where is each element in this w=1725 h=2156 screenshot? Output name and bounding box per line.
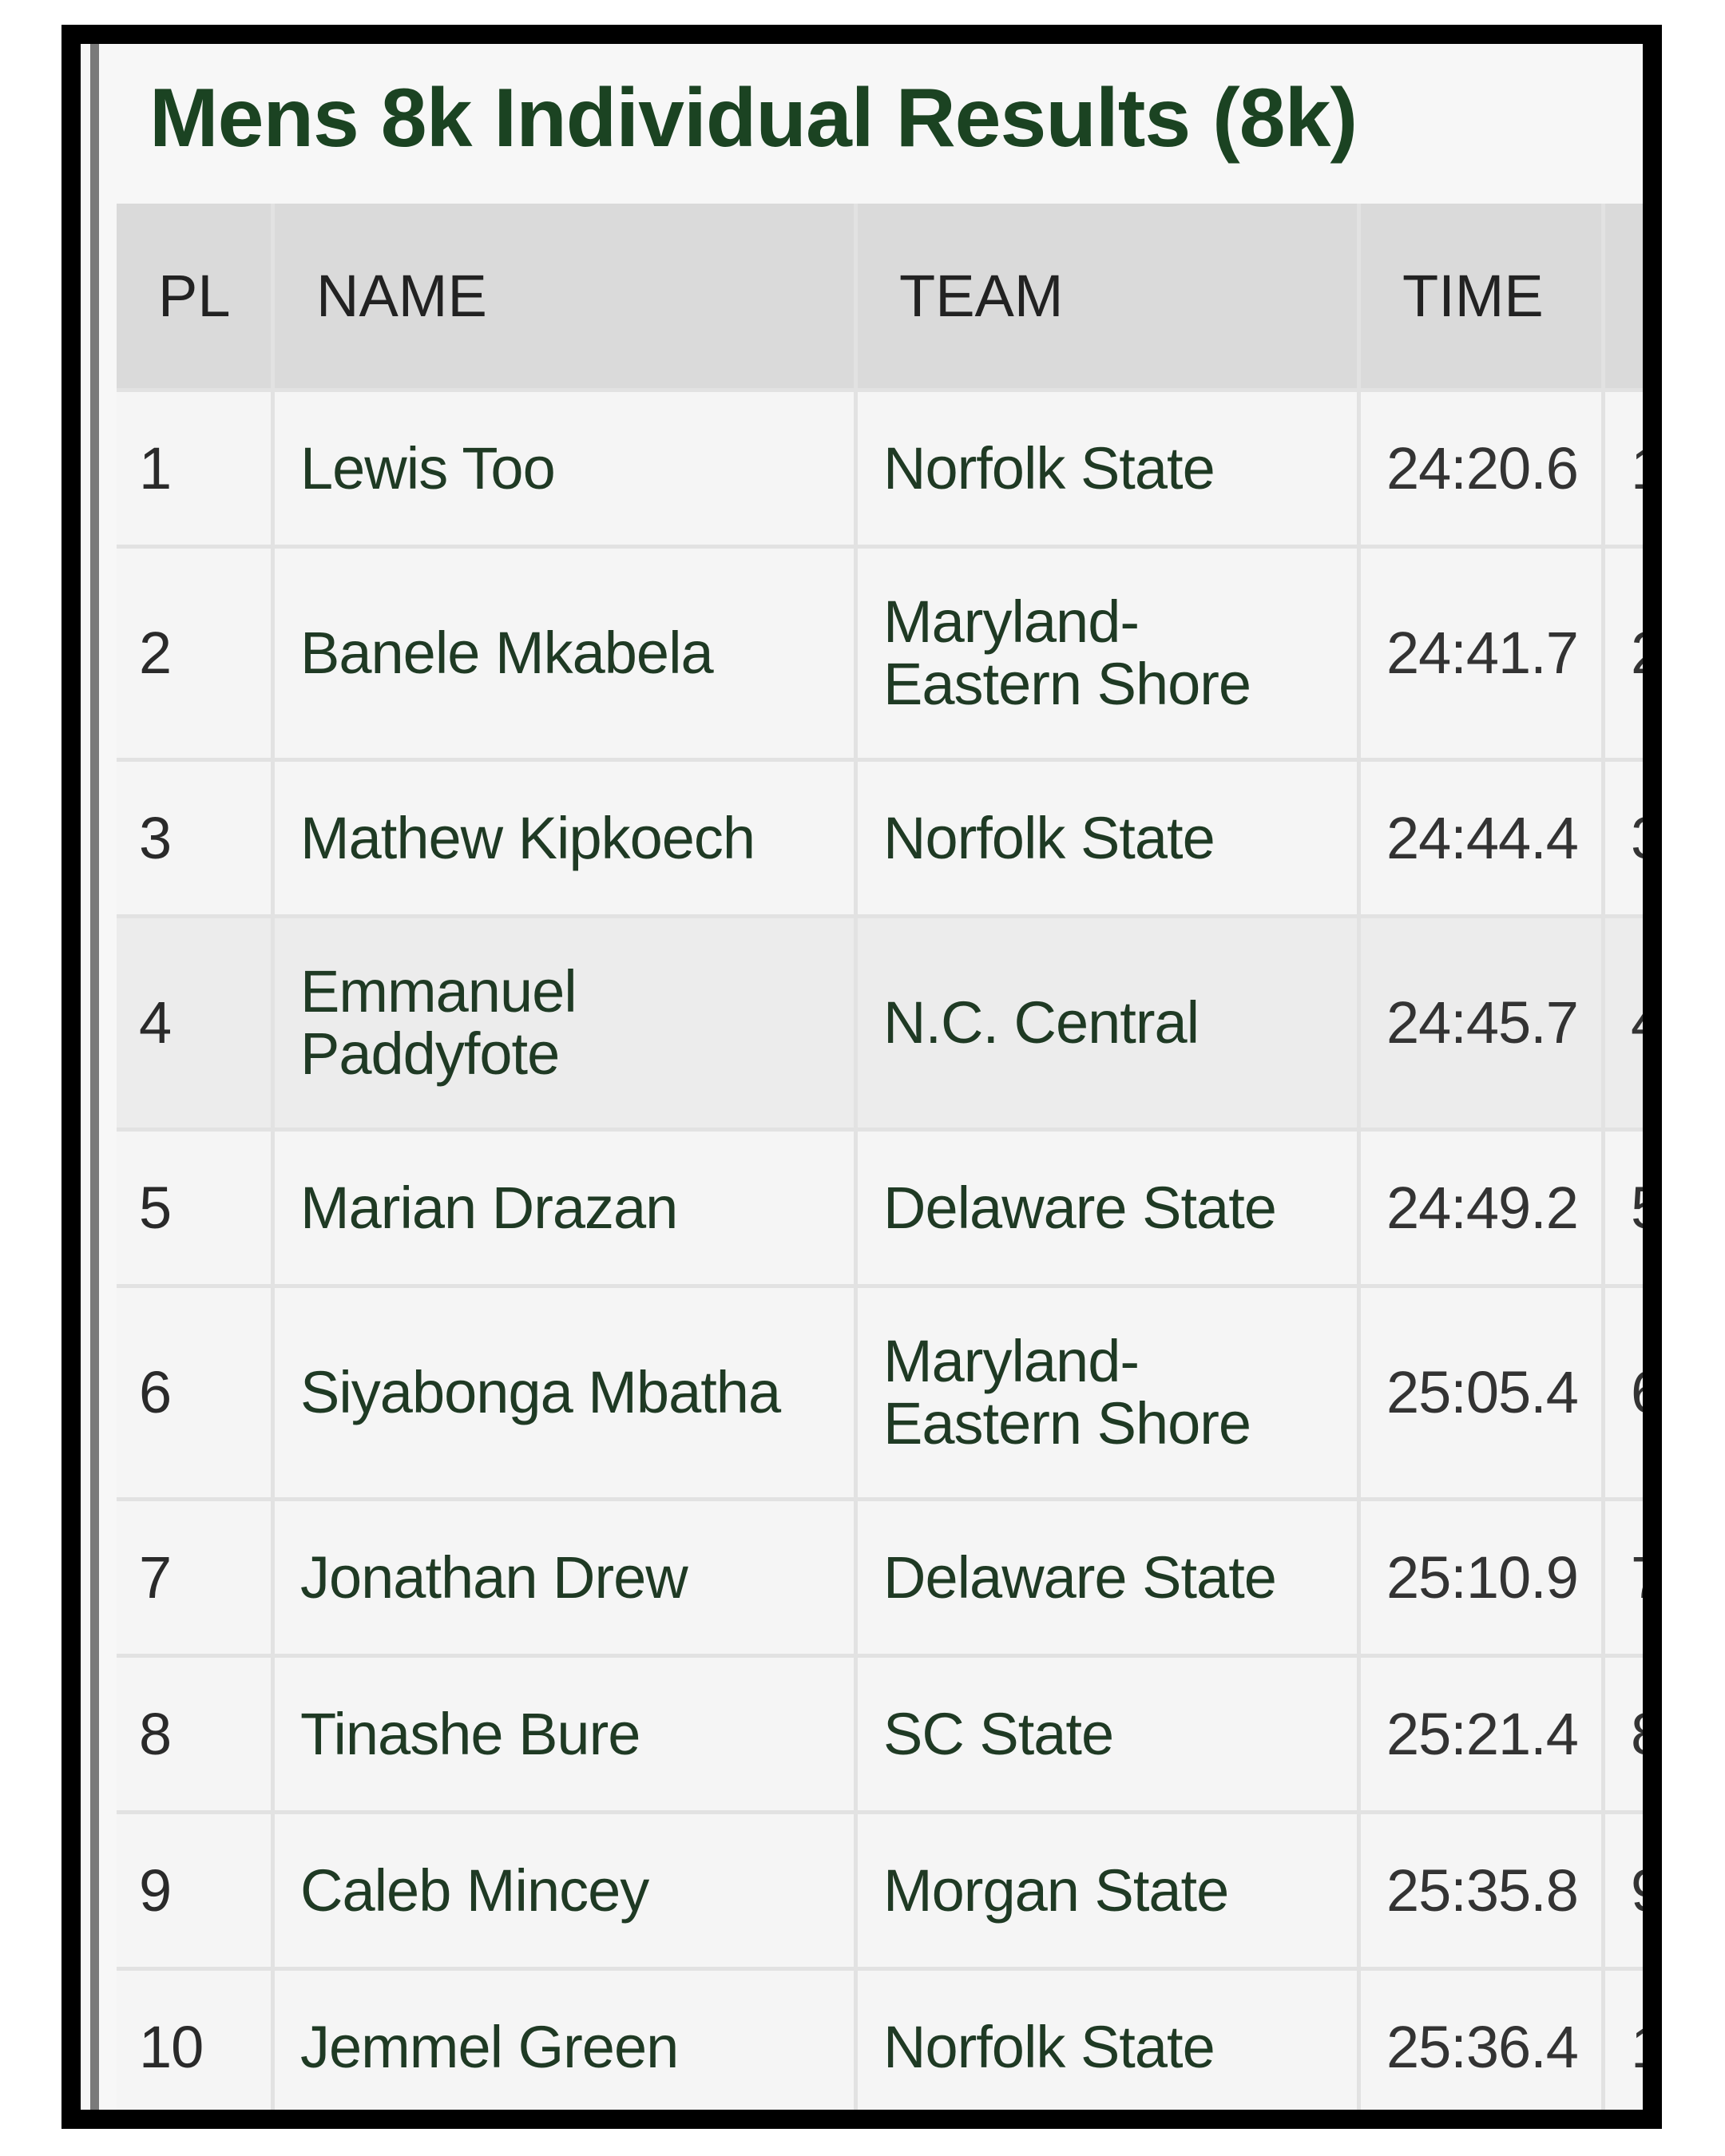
team-cell: Morgan State (858, 1814, 1357, 1967)
results-table-container[interactable]: PL NAME TEAM TIME 1 Lewis Too Norfolk Stat… (117, 204, 1643, 2110)
place-cell: 5 (117, 1132, 271, 1284)
header-extra[interactable] (1605, 204, 1643, 388)
time-cell: 25:05.4 (1361, 1288, 1601, 1497)
extra-cell: 2 (1605, 549, 1643, 758)
team-cell: Norfolk State (858, 1971, 1357, 2110)
time-cell: 24:49.2 (1361, 1132, 1601, 1284)
extra-cell: 4 (1605, 918, 1643, 1128)
place-cell: 1 (117, 392, 271, 545)
name-cell: Jemmel Green (275, 1971, 854, 2110)
team-cell: Norfolk State (858, 762, 1357, 914)
table-row[interactable]: 10 Jemmel Green Norfolk State 25:36.4 1 (117, 1971, 1643, 2110)
place-cell: 9 (117, 1814, 271, 1967)
name-cell: Jonathan Drew (275, 1501, 854, 1654)
name-cell: Marian Drazan (275, 1132, 854, 1284)
team-cell: SC State (858, 1658, 1357, 1810)
time-cell: 24:20.6 (1361, 392, 1601, 545)
table-row[interactable]: 8 Tinashe Bure SC State 25:21.4 8 (117, 1658, 1643, 1810)
time-cell: 24:41.7 (1361, 549, 1601, 758)
team-cell: N.C. Central (858, 918, 1357, 1128)
table-row[interactable]: 4 Emmanuel Paddyfote N.C. Central 24:45.7 4 (117, 918, 1643, 1128)
table-row[interactable]: 5 Marian Drazan Delaware State 24:49.2 5 (117, 1132, 1643, 1284)
place-cell: 8 (117, 1658, 271, 1810)
header-row: PL NAME TEAM TIME (117, 204, 1643, 388)
extra-cell: 8 (1605, 1658, 1643, 1810)
time-cell: 25:21.4 (1361, 1658, 1601, 1810)
place-cell: 4 (117, 918, 271, 1128)
left-edge-bar (90, 44, 99, 2110)
time-cell: 24:44.4 (1361, 762, 1601, 914)
place-cell: 2 (117, 549, 271, 758)
name-cell: Emmanuel Paddyfote (275, 918, 854, 1128)
team-cell: Maryland- Eastern Shore (858, 549, 1357, 758)
name-cell: Caleb Mincey (275, 1814, 854, 1967)
table-row[interactable]: 7 Jonathan Drew Delaware State 25:10.9 7 (117, 1501, 1643, 1654)
team-cell: Norfolk State (858, 392, 1357, 545)
header-name[interactable]: NAME (275, 204, 854, 388)
results-table: PL NAME TEAM TIME 1 Lewis Too Norfolk Stat… (117, 204, 1643, 2110)
name-cell: Tinashe Bure (275, 1658, 854, 1810)
place-cell: 7 (117, 1501, 271, 1654)
name-cell: Banele Mkabela (275, 549, 854, 758)
extra-cell: 1 (1605, 392, 1643, 545)
page-title: Mens 8k Individual Results (8k) (149, 72, 1358, 164)
table-row[interactable]: 1 Lewis Too Norfolk State 24:20.6 1 (117, 392, 1643, 545)
header-pl[interactable]: PL (117, 204, 271, 388)
time-cell: 24:45.7 (1361, 918, 1601, 1128)
name-cell: Siyabonga Mbatha (275, 1288, 854, 1497)
extra-cell: 1 (1605, 1971, 1643, 2110)
table-row[interactable]: 2 Banele Mkabela Maryland- Eastern Shore 24:… (117, 549, 1643, 758)
time-cell: 25:36.4 (1361, 1971, 1601, 2110)
team-cell: Maryland- Eastern Shore (858, 1288, 1357, 1497)
table-row[interactable]: 3 Mathew Kipkoech Norfolk State 24:44.4 3 (117, 762, 1643, 914)
table-row[interactable]: 6 Siyabonga Mbatha Maryland- Eastern Shore 2… (117, 1288, 1643, 1497)
extra-cell: 6 (1605, 1288, 1643, 1497)
place-cell: 3 (117, 762, 271, 914)
header-team[interactable]: TEAM (858, 204, 1357, 388)
time-cell: 25:10.9 (1361, 1501, 1601, 1654)
extra-cell: 7 (1605, 1501, 1643, 1654)
extra-cell: 3 (1605, 762, 1643, 914)
time-cell: 25:35.8 (1361, 1814, 1601, 1967)
team-cell: Delaware State (858, 1501, 1357, 1654)
header-time[interactable]: TIME (1361, 204, 1601, 388)
extra-cell: 9 (1605, 1814, 1643, 1967)
name-cell: Lewis Too (275, 392, 854, 545)
screenshot-frame: Mens 8k Individual Results (8k) PL NAME … (61, 25, 1662, 2129)
extra-cell: 5 (1605, 1132, 1643, 1284)
name-cell: Mathew Kipkoech (275, 762, 854, 914)
place-cell: 6 (117, 1288, 271, 1497)
place-cell: 10 (117, 1971, 271, 2110)
team-cell: Delaware State (858, 1132, 1357, 1284)
table-row[interactable]: 9 Caleb Mincey Morgan State 25:35.8 9 (117, 1814, 1643, 1967)
